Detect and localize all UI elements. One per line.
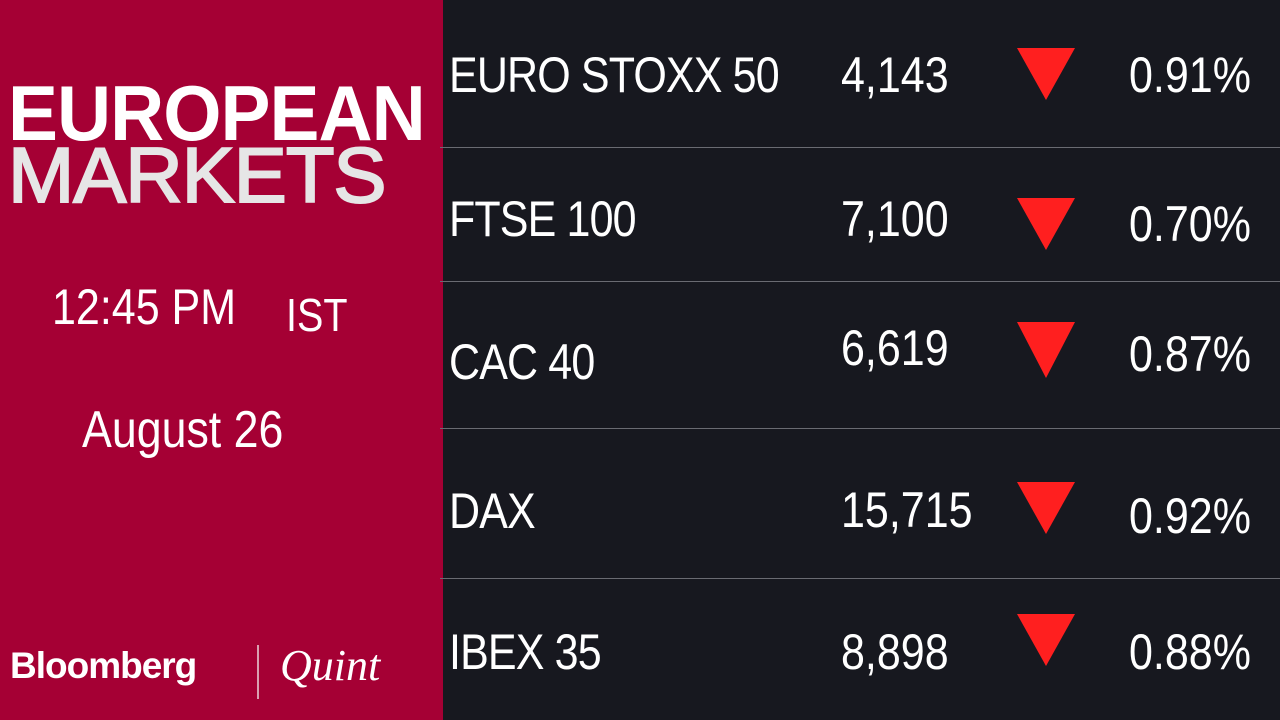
date-text: August 26 <box>82 401 284 459</box>
index-row: IBEX 35 8,898 0.88% <box>443 0 1280 720</box>
index-row: DAX 15,715 0.92% <box>443 0 1280 578</box>
index-value: 6,619 <box>841 320 949 376</box>
down-arrow-icon <box>1017 614 1075 666</box>
index-row: EURO STOXX 50 4,143 0.91% <box>443 0 1280 147</box>
down-arrow-icon <box>1017 322 1075 378</box>
down-arrow-icon <box>1017 198 1075 250</box>
logo-divider <box>257 645 259 699</box>
quint-logo: Quint <box>280 641 381 690</box>
index-name: FTSE 100 <box>449 191 637 247</box>
index-row: FTSE 100 7,100 0.70% <box>443 0 1280 281</box>
index-row: CAC 40 6,619 0.87% <box>443 0 1280 428</box>
row-divider <box>440 428 1280 429</box>
index-value: 8,898 <box>841 624 949 680</box>
down-arrow-icon <box>1017 48 1075 100</box>
row-divider <box>440 281 1280 282</box>
timezone: IST <box>286 288 358 342</box>
left-panel: EUROPEAN MARKETS 12:45 PM IST August 26 … <box>0 0 443 720</box>
index-value: 4,143 <box>841 47 949 103</box>
index-value: 7,100 <box>841 191 949 247</box>
time-text: 12:45 PM <box>52 279 237 335</box>
index-name: DAX <box>449 483 536 539</box>
time: 12:45 PM <box>52 278 266 336</box>
date: August 26 <box>82 400 316 460</box>
down-arrow-icon <box>1017 482 1075 534</box>
index-change: 0.87% <box>1129 326 1251 382</box>
index-value: 15,715 <box>841 482 973 538</box>
index-name: IBEX 35 <box>449 624 602 680</box>
index-change: 0.91% <box>1129 47 1251 103</box>
timezone-text: IST <box>286 289 348 341</box>
index-change: 0.70% <box>1129 196 1251 252</box>
row-divider <box>440 578 1280 579</box>
index-name: CAC 40 <box>449 334 595 390</box>
title-european: EUROPEAN <box>8 69 426 157</box>
index-name: EURO STOXX 50 <box>449 47 780 103</box>
index-change: 0.92% <box>1129 488 1251 544</box>
row-divider <box>440 147 1280 148</box>
title-markets: MARKETS <box>7 131 388 219</box>
index-change: 0.88% <box>1129 624 1251 680</box>
bloomberg-logo: Bloomberg <box>10 645 197 686</box>
